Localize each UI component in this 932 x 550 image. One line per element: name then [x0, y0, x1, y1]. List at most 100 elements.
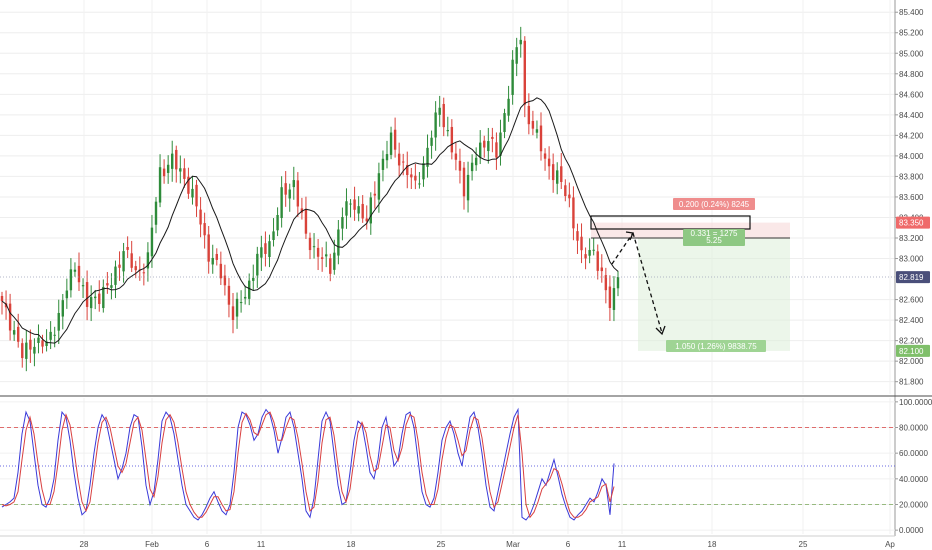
- candle: [284, 171, 287, 207]
- reward-label: 1.050 (1.26%) 9838.75: [666, 340, 766, 352]
- candle: [539, 112, 543, 161]
- candle: [608, 275, 612, 321]
- candle: [57, 299, 60, 344]
- time-tick-label: 11: [618, 540, 627, 549]
- bottom-level-badge: 82.100: [896, 344, 930, 357]
- candle: [166, 155, 170, 184]
- candle: [365, 205, 368, 230]
- candle: [53, 326, 56, 348]
- candle: [256, 246, 259, 288]
- candle: [264, 231, 267, 267]
- ratio-value-label: 5.25: [683, 236, 745, 246]
- candle: [487, 127, 490, 164]
- candle: [219, 251, 223, 285]
- candle: [495, 132, 498, 170]
- time-tick-label: 25: [437, 540, 446, 549]
- risk-label-text: 0.200 (0.24%) 8245: [679, 200, 750, 209]
- risk-label: 0.200 (0.24%) 8245: [673, 198, 755, 210]
- candle: [260, 235, 263, 271]
- candle: [203, 212, 206, 249]
- candle: [292, 166, 295, 200]
- resistance-box[interactable]: [590, 215, 751, 230]
- time-tick-label: 18: [708, 540, 717, 549]
- oscillator-bands: [0, 427, 895, 505]
- candle: [483, 135, 486, 158]
- candle: [280, 176, 283, 228]
- candle: [418, 172, 421, 189]
- candle: [406, 151, 409, 189]
- candle: [175, 145, 178, 183]
- candle: [345, 188, 348, 229]
- candle: [442, 97, 445, 137]
- candle: [373, 181, 377, 209]
- candle: [349, 199, 352, 218]
- time-tick-label: 6: [205, 540, 210, 549]
- price-tick-label: 85.400: [899, 8, 924, 17]
- candle: [397, 142, 401, 177]
- candle: [106, 272, 109, 294]
- candle: [49, 321, 52, 350]
- time-axis[interactable]: 28 Feb 6 11 18 25 Mar 6 11 18 25 Ap: [80, 540, 896, 549]
- candle: [491, 127, 494, 153]
- candle: [612, 276, 616, 322]
- candle: [304, 196, 308, 240]
- bottom-level-badge-text: 82.100: [899, 347, 924, 356]
- price-axis[interactable]: 85.400 85.200 85.000 84.800 84.600 84.400 84.2…: [894, 0, 930, 536]
- candle: [102, 279, 105, 313]
- candle: [499, 119, 502, 166]
- candle: [154, 197, 158, 234]
- candle: [12, 320, 16, 341]
- candle: [21, 338, 24, 368]
- price-tick-label: 84.200: [899, 131, 924, 140]
- price-tick-label: 84.400: [899, 111, 924, 120]
- candle: [507, 85, 510, 122]
- candle: [8, 293, 12, 341]
- candle: [511, 50, 514, 105]
- oscillator-tick-label: 40.0000: [899, 475, 928, 484]
- candle: [134, 260, 137, 279]
- candle: [503, 108, 506, 139]
- oscillator-line-1: [1, 407, 615, 521]
- projection-path: [611, 232, 663, 334]
- oscillator-tick-label: 100.0000: [899, 398, 932, 407]
- candle: [479, 130, 482, 165]
- candle: [231, 293, 235, 334]
- candle: [584, 247, 587, 270]
- candle: [126, 236, 129, 259]
- candle: [341, 207, 344, 241]
- price-tick-label: 85.000: [899, 49, 924, 58]
- candle: [357, 196, 360, 222]
- candle: [69, 258, 73, 298]
- candle: [393, 117, 397, 158]
- time-tick-label: 11: [257, 540, 266, 549]
- candle: [385, 140, 389, 169]
- price-tick-label: 82.600: [899, 296, 924, 305]
- candle: [616, 270, 620, 297]
- time-tick-label: 28: [80, 540, 89, 549]
- candle: [252, 264, 255, 291]
- candle: [389, 126, 393, 160]
- candle: [94, 289, 97, 310]
- candle: [61, 293, 64, 330]
- oscillator-axis[interactable]: 100.0000 80.0000 60.0000 40.0000 20.0000 0.00…: [895, 398, 932, 535]
- arrow-up-icon: [625, 231, 634, 241]
- candle: [207, 225, 210, 274]
- candle: [65, 278, 69, 309]
- candle: [410, 167, 413, 189]
- time-tick-label: Feb: [145, 540, 159, 549]
- last-price-badge: 82.819: [896, 271, 930, 284]
- price-tick-label: 83.800: [899, 172, 924, 181]
- candle: [474, 147, 478, 171]
- time-tick-label: Mar: [506, 540, 520, 549]
- candle: [438, 95, 441, 127]
- price-tick-label: 84.000: [899, 152, 924, 161]
- candle: [422, 156, 425, 187]
- target-zone: [638, 238, 790, 351]
- candle: [515, 37, 518, 77]
- candle: [25, 330, 28, 372]
- time-tick-label: 6: [566, 540, 571, 549]
- candle: [85, 270, 89, 321]
- moving-average-line: [1, 97, 619, 344]
- candle: [458, 148, 462, 184]
- candle: [560, 153, 563, 190]
